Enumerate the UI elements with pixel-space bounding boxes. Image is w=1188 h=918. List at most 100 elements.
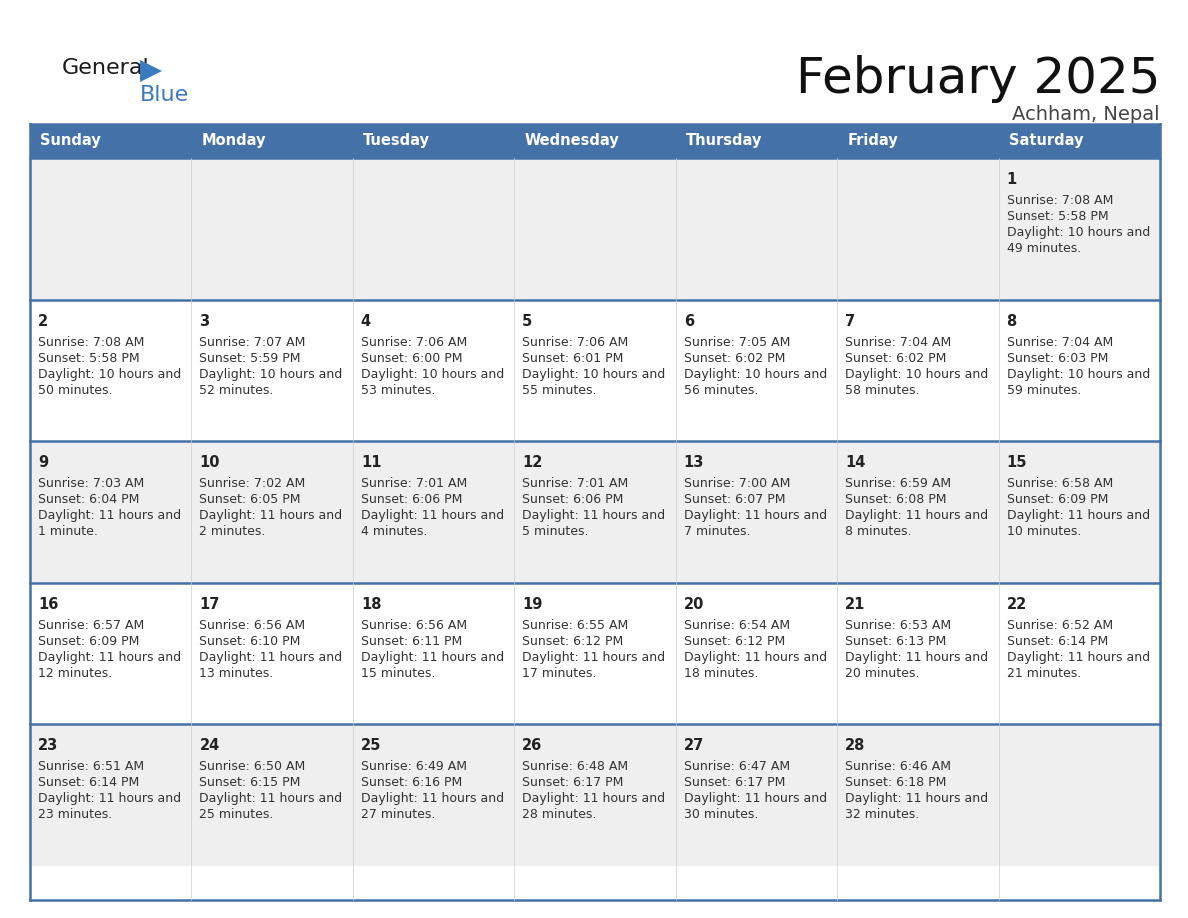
Text: Sunset: 6:09 PM: Sunset: 6:09 PM <box>38 635 139 648</box>
Text: 8: 8 <box>1006 314 1017 329</box>
Text: 10 minutes.: 10 minutes. <box>1006 525 1081 538</box>
Text: Sunset: 6:17 PM: Sunset: 6:17 PM <box>523 777 624 789</box>
Text: Sunrise: 6:49 AM: Sunrise: 6:49 AM <box>361 760 467 773</box>
Text: Sunset: 6:17 PM: Sunset: 6:17 PM <box>684 777 785 789</box>
Text: Sunrise: 7:03 AM: Sunrise: 7:03 AM <box>38 477 144 490</box>
Text: Sunrise: 7:02 AM: Sunrise: 7:02 AM <box>200 477 305 490</box>
Bar <box>999 124 1159 158</box>
Text: Sunset: 6:15 PM: Sunset: 6:15 PM <box>200 777 301 789</box>
Text: Sunrise: 7:05 AM: Sunrise: 7:05 AM <box>684 336 790 349</box>
Text: Sunrise: 6:53 AM: Sunrise: 6:53 AM <box>845 619 952 632</box>
Text: 12 minutes.: 12 minutes. <box>38 666 112 680</box>
Text: Daylight: 10 hours and: Daylight: 10 hours and <box>684 367 827 381</box>
Text: Sunset: 6:09 PM: Sunset: 6:09 PM <box>1006 493 1108 506</box>
Text: 56 minutes.: 56 minutes. <box>684 384 758 397</box>
Text: Sunset: 6:12 PM: Sunset: 6:12 PM <box>684 635 785 648</box>
Text: 17 minutes.: 17 minutes. <box>523 666 596 680</box>
Text: Sunset: 6:00 PM: Sunset: 6:00 PM <box>361 352 462 364</box>
Text: 18: 18 <box>361 597 381 611</box>
Text: 4: 4 <box>361 314 371 329</box>
Text: Daylight: 11 hours and: Daylight: 11 hours and <box>1006 651 1150 664</box>
Text: Daylight: 10 hours and: Daylight: 10 hours and <box>38 367 182 381</box>
Text: 52 minutes.: 52 minutes. <box>200 384 273 397</box>
Text: 13 minutes.: 13 minutes. <box>200 666 273 680</box>
Text: 2: 2 <box>38 314 49 329</box>
Text: Wednesday: Wednesday <box>524 133 619 149</box>
Text: February 2025: February 2025 <box>796 55 1159 103</box>
Text: 1: 1 <box>1006 172 1017 187</box>
Text: Sunset: 6:06 PM: Sunset: 6:06 PM <box>523 493 624 506</box>
Text: 7 minutes.: 7 minutes. <box>684 525 750 538</box>
Text: Daylight: 10 hours and: Daylight: 10 hours and <box>1006 226 1150 239</box>
Text: Sunset: 6:04 PM: Sunset: 6:04 PM <box>38 493 139 506</box>
Text: 22: 22 <box>1006 597 1026 611</box>
Polygon shape <box>140 60 162 82</box>
Text: 49 minutes.: 49 minutes. <box>1006 242 1081 255</box>
Bar <box>191 124 353 158</box>
Text: Sunrise: 6:57 AM: Sunrise: 6:57 AM <box>38 619 144 632</box>
Text: 7: 7 <box>845 314 855 329</box>
Text: Sunrise: 6:46 AM: Sunrise: 6:46 AM <box>845 760 952 773</box>
Text: Sunrise: 6:58 AM: Sunrise: 6:58 AM <box>1006 477 1113 490</box>
Text: Daylight: 10 hours and: Daylight: 10 hours and <box>1006 367 1150 381</box>
Text: 17: 17 <box>200 597 220 611</box>
Text: 32 minutes.: 32 minutes. <box>845 809 920 822</box>
Text: Sunday: Sunday <box>40 133 101 149</box>
Text: Sunrise: 7:01 AM: Sunrise: 7:01 AM <box>361 477 467 490</box>
Text: 4 minutes.: 4 minutes. <box>361 525 428 538</box>
Text: Daylight: 11 hours and: Daylight: 11 hours and <box>200 792 342 805</box>
Text: Sunrise: 6:56 AM: Sunrise: 6:56 AM <box>361 619 467 632</box>
Bar <box>676 124 838 158</box>
Text: 8 minutes.: 8 minutes. <box>845 525 911 538</box>
Text: Sunset: 6:11 PM: Sunset: 6:11 PM <box>361 635 462 648</box>
Text: 15 minutes.: 15 minutes. <box>361 666 435 680</box>
Text: Achham, Nepal: Achham, Nepal <box>1012 105 1159 124</box>
Text: Sunrise: 6:56 AM: Sunrise: 6:56 AM <box>200 619 305 632</box>
Text: Daylight: 11 hours and: Daylight: 11 hours and <box>38 651 181 664</box>
Text: Sunset: 6:14 PM: Sunset: 6:14 PM <box>38 777 139 789</box>
Text: Sunrise: 7:04 AM: Sunrise: 7:04 AM <box>845 336 952 349</box>
Text: 11: 11 <box>361 455 381 470</box>
Text: 30 minutes.: 30 minutes. <box>684 809 758 822</box>
Text: Sunrise: 7:06 AM: Sunrise: 7:06 AM <box>361 336 467 349</box>
Text: Daylight: 11 hours and: Daylight: 11 hours and <box>845 651 988 664</box>
Text: Sunset: 6:03 PM: Sunset: 6:03 PM <box>1006 352 1108 364</box>
Text: Sunrise: 6:51 AM: Sunrise: 6:51 AM <box>38 760 144 773</box>
Text: Sunset: 6:12 PM: Sunset: 6:12 PM <box>523 635 624 648</box>
Text: Sunset: 6:05 PM: Sunset: 6:05 PM <box>200 493 301 506</box>
Text: 26: 26 <box>523 738 543 754</box>
Text: 16: 16 <box>38 597 58 611</box>
Text: Daylight: 11 hours and: Daylight: 11 hours and <box>38 509 181 522</box>
Text: Sunset: 6:18 PM: Sunset: 6:18 PM <box>845 777 947 789</box>
Text: 5: 5 <box>523 314 532 329</box>
Text: 3: 3 <box>200 314 209 329</box>
Text: 27 minutes.: 27 minutes. <box>361 809 435 822</box>
Text: Sunset: 6:13 PM: Sunset: 6:13 PM <box>845 635 947 648</box>
Text: Sunrise: 7:07 AM: Sunrise: 7:07 AM <box>200 336 305 349</box>
Text: Daylight: 11 hours and: Daylight: 11 hours and <box>200 651 342 664</box>
Text: Sunrise: 6:59 AM: Sunrise: 6:59 AM <box>845 477 952 490</box>
Text: 20: 20 <box>684 597 704 611</box>
Text: Blue: Blue <box>140 85 189 105</box>
Text: Sunset: 6:06 PM: Sunset: 6:06 PM <box>361 493 462 506</box>
Text: 27: 27 <box>684 738 704 754</box>
Text: 23 minutes.: 23 minutes. <box>38 809 112 822</box>
Bar <box>30 124 191 158</box>
Text: Daylight: 10 hours and: Daylight: 10 hours and <box>845 367 988 381</box>
Text: Daylight: 11 hours and: Daylight: 11 hours and <box>523 651 665 664</box>
Text: 28 minutes.: 28 minutes. <box>523 809 596 822</box>
Text: 24: 24 <box>200 738 220 754</box>
Text: Sunrise: 7:08 AM: Sunrise: 7:08 AM <box>1006 194 1113 207</box>
Text: 12: 12 <box>523 455 543 470</box>
Text: Daylight: 11 hours and: Daylight: 11 hours and <box>361 651 504 664</box>
Text: Sunrise: 6:50 AM: Sunrise: 6:50 AM <box>200 760 305 773</box>
Text: 19: 19 <box>523 597 543 611</box>
Text: 25 minutes.: 25 minutes. <box>200 809 273 822</box>
Text: Daylight: 11 hours and: Daylight: 11 hours and <box>684 792 827 805</box>
Text: Daylight: 10 hours and: Daylight: 10 hours and <box>361 367 504 381</box>
Text: 25: 25 <box>361 738 381 754</box>
Text: Daylight: 11 hours and: Daylight: 11 hours and <box>361 792 504 805</box>
Text: 5 minutes.: 5 minutes. <box>523 525 589 538</box>
Text: Sunrise: 7:08 AM: Sunrise: 7:08 AM <box>38 336 145 349</box>
Text: Sunrise: 6:47 AM: Sunrise: 6:47 AM <box>684 760 790 773</box>
